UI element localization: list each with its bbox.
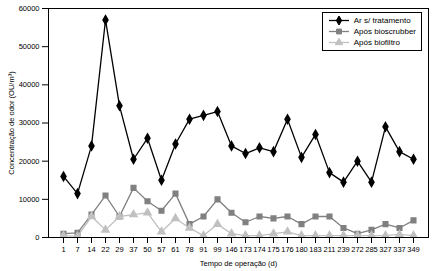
- svg-text:175: 175: [267, 245, 280, 254]
- svg-text:146: 146: [225, 245, 238, 254]
- svg-text:211: 211: [324, 245, 336, 254]
- html-text:Após biofiltro: Após biofiltro: [353, 38, 400, 47]
- svg-text:57: 57: [157, 245, 165, 254]
- svg-text:0: 0: [35, 233, 39, 242]
- svg-text:173: 173: [239, 245, 252, 254]
- svg-text:50000: 50000: [19, 42, 40, 51]
- svg-text:337: 337: [393, 245, 406, 254]
- svg-text:78: 78: [185, 245, 193, 254]
- svg-text:272: 272: [351, 245, 364, 254]
- svg-text:239: 239: [337, 245, 350, 254]
- svg-text:7: 7: [75, 245, 79, 254]
- svg-text:37: 37: [129, 245, 137, 254]
- svg-text:60000: 60000: [19, 4, 40, 13]
- svg-text:180: 180: [295, 245, 308, 254]
- svg-text:10000: 10000: [19, 195, 40, 204]
- svg-text:99: 99: [213, 245, 221, 254]
- svg-text:29: 29: [115, 245, 123, 254]
- svg-text:91: 91: [199, 245, 207, 254]
- svg-text:30000: 30000: [19, 118, 40, 127]
- svg-text:285: 285: [365, 245, 378, 254]
- svg-text:327: 327: [379, 245, 392, 254]
- svg-text:22: 22: [101, 245, 109, 254]
- svg-text:61: 61: [171, 245, 179, 254]
- svg-text:50: 50: [143, 245, 151, 254]
- svg-text:349: 349: [407, 245, 420, 254]
- svg-text:Concentração de odor (OU/m³): Concentração de odor (OU/m³): [7, 71, 16, 175]
- svg-text:20000: 20000: [19, 157, 40, 166]
- html-text:Ar s/ tratamento: Ar s/ tratamento: [353, 16, 411, 25]
- svg-text:40000: 40000: [19, 80, 40, 89]
- svg-text:176: 176: [281, 245, 294, 254]
- svg-text:174: 174: [253, 245, 266, 254]
- svg-text:1: 1: [61, 245, 65, 254]
- svg-text:183: 183: [309, 245, 322, 254]
- svg-text:Tempo de operação (d): Tempo de operação (d): [200, 259, 278, 268]
- svg-text:14: 14: [87, 245, 95, 254]
- html-text:Após bioscrubber: Após bioscrubber: [353, 27, 416, 36]
